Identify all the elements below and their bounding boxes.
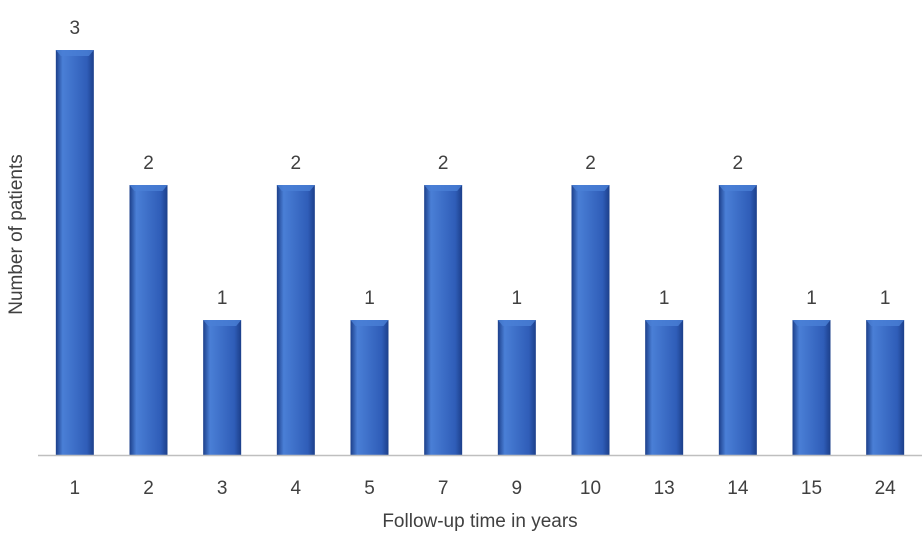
data-label-7: 2 xyxy=(438,153,449,174)
bar-rect xyxy=(424,185,463,455)
bar-bevel xyxy=(350,320,389,326)
bar-bevel xyxy=(866,320,905,326)
bar-rect xyxy=(571,185,610,455)
bar-1 xyxy=(55,50,94,455)
data-label-10: 2 xyxy=(585,153,596,174)
x-tick-label-3: 3 xyxy=(217,478,228,499)
bar-bevel xyxy=(792,320,831,326)
bar-bevel xyxy=(276,185,315,191)
bar-4 xyxy=(276,185,315,455)
bar-rect xyxy=(276,185,315,455)
bar-bevel xyxy=(55,50,94,56)
bar-bevel xyxy=(129,185,168,191)
bars-layer xyxy=(55,50,905,455)
bar-rect xyxy=(350,320,389,455)
x-axis-title: Follow-up time in years xyxy=(382,511,577,532)
data-label-13: 1 xyxy=(659,288,670,309)
data-label-1: 3 xyxy=(70,18,81,39)
data-label-4: 2 xyxy=(291,153,302,174)
bar-rect xyxy=(55,50,94,455)
x-tick-label-10: 10 xyxy=(580,478,601,499)
x-tick-labels: 1 2 3 4 5 7 9 10 13 14 15 24 xyxy=(70,478,897,499)
bar-7 xyxy=(424,185,463,455)
x-tick-label-14: 14 xyxy=(727,478,749,499)
data-label-15: 1 xyxy=(806,288,817,309)
bar-rect xyxy=(792,320,831,455)
bar-bevel xyxy=(718,185,757,191)
x-tick-label-13: 13 xyxy=(654,478,675,499)
data-label-5: 1 xyxy=(364,288,375,309)
bar-24 xyxy=(866,320,905,455)
bar-bevel xyxy=(571,185,610,191)
bar-5 xyxy=(350,320,389,455)
data-label-24: 1 xyxy=(880,288,891,309)
bar-3 xyxy=(203,320,242,455)
bar-2 xyxy=(129,185,168,455)
data-label-2: 2 xyxy=(143,153,154,174)
x-tick-label-9: 9 xyxy=(512,478,523,499)
data-label-14: 2 xyxy=(733,153,744,174)
y-axis-title: Number of patients xyxy=(6,154,27,315)
bar-bevel xyxy=(645,320,684,326)
bar-bevel xyxy=(203,320,242,326)
data-label-3: 1 xyxy=(217,288,228,309)
data-label-9: 1 xyxy=(512,288,523,309)
bar-rect xyxy=(497,320,536,455)
bar-15 xyxy=(792,320,831,455)
x-tick-label-2: 2 xyxy=(143,478,154,499)
bar-rect xyxy=(718,185,757,455)
bar-9 xyxy=(497,320,536,455)
x-tick-label-15: 15 xyxy=(801,478,822,499)
bar-rect xyxy=(645,320,684,455)
data-labels-layer: 3 2 1 2 1 2 1 2 1 2 1 1 xyxy=(70,18,891,309)
bar-13 xyxy=(645,320,684,455)
x-tick-label-1: 1 xyxy=(70,478,81,499)
x-tick-label-4: 4 xyxy=(291,478,302,499)
bar-10 xyxy=(571,185,610,455)
bar-14 xyxy=(718,185,757,455)
bar-bevel xyxy=(424,185,463,191)
x-tick-label-5: 5 xyxy=(364,478,375,499)
x-tick-label-24: 24 xyxy=(875,478,897,499)
bar-rect xyxy=(203,320,242,455)
bar-rect xyxy=(866,320,905,455)
bar-rect xyxy=(129,185,168,455)
x-tick-label-7: 7 xyxy=(438,478,449,499)
bar-bevel xyxy=(497,320,536,326)
